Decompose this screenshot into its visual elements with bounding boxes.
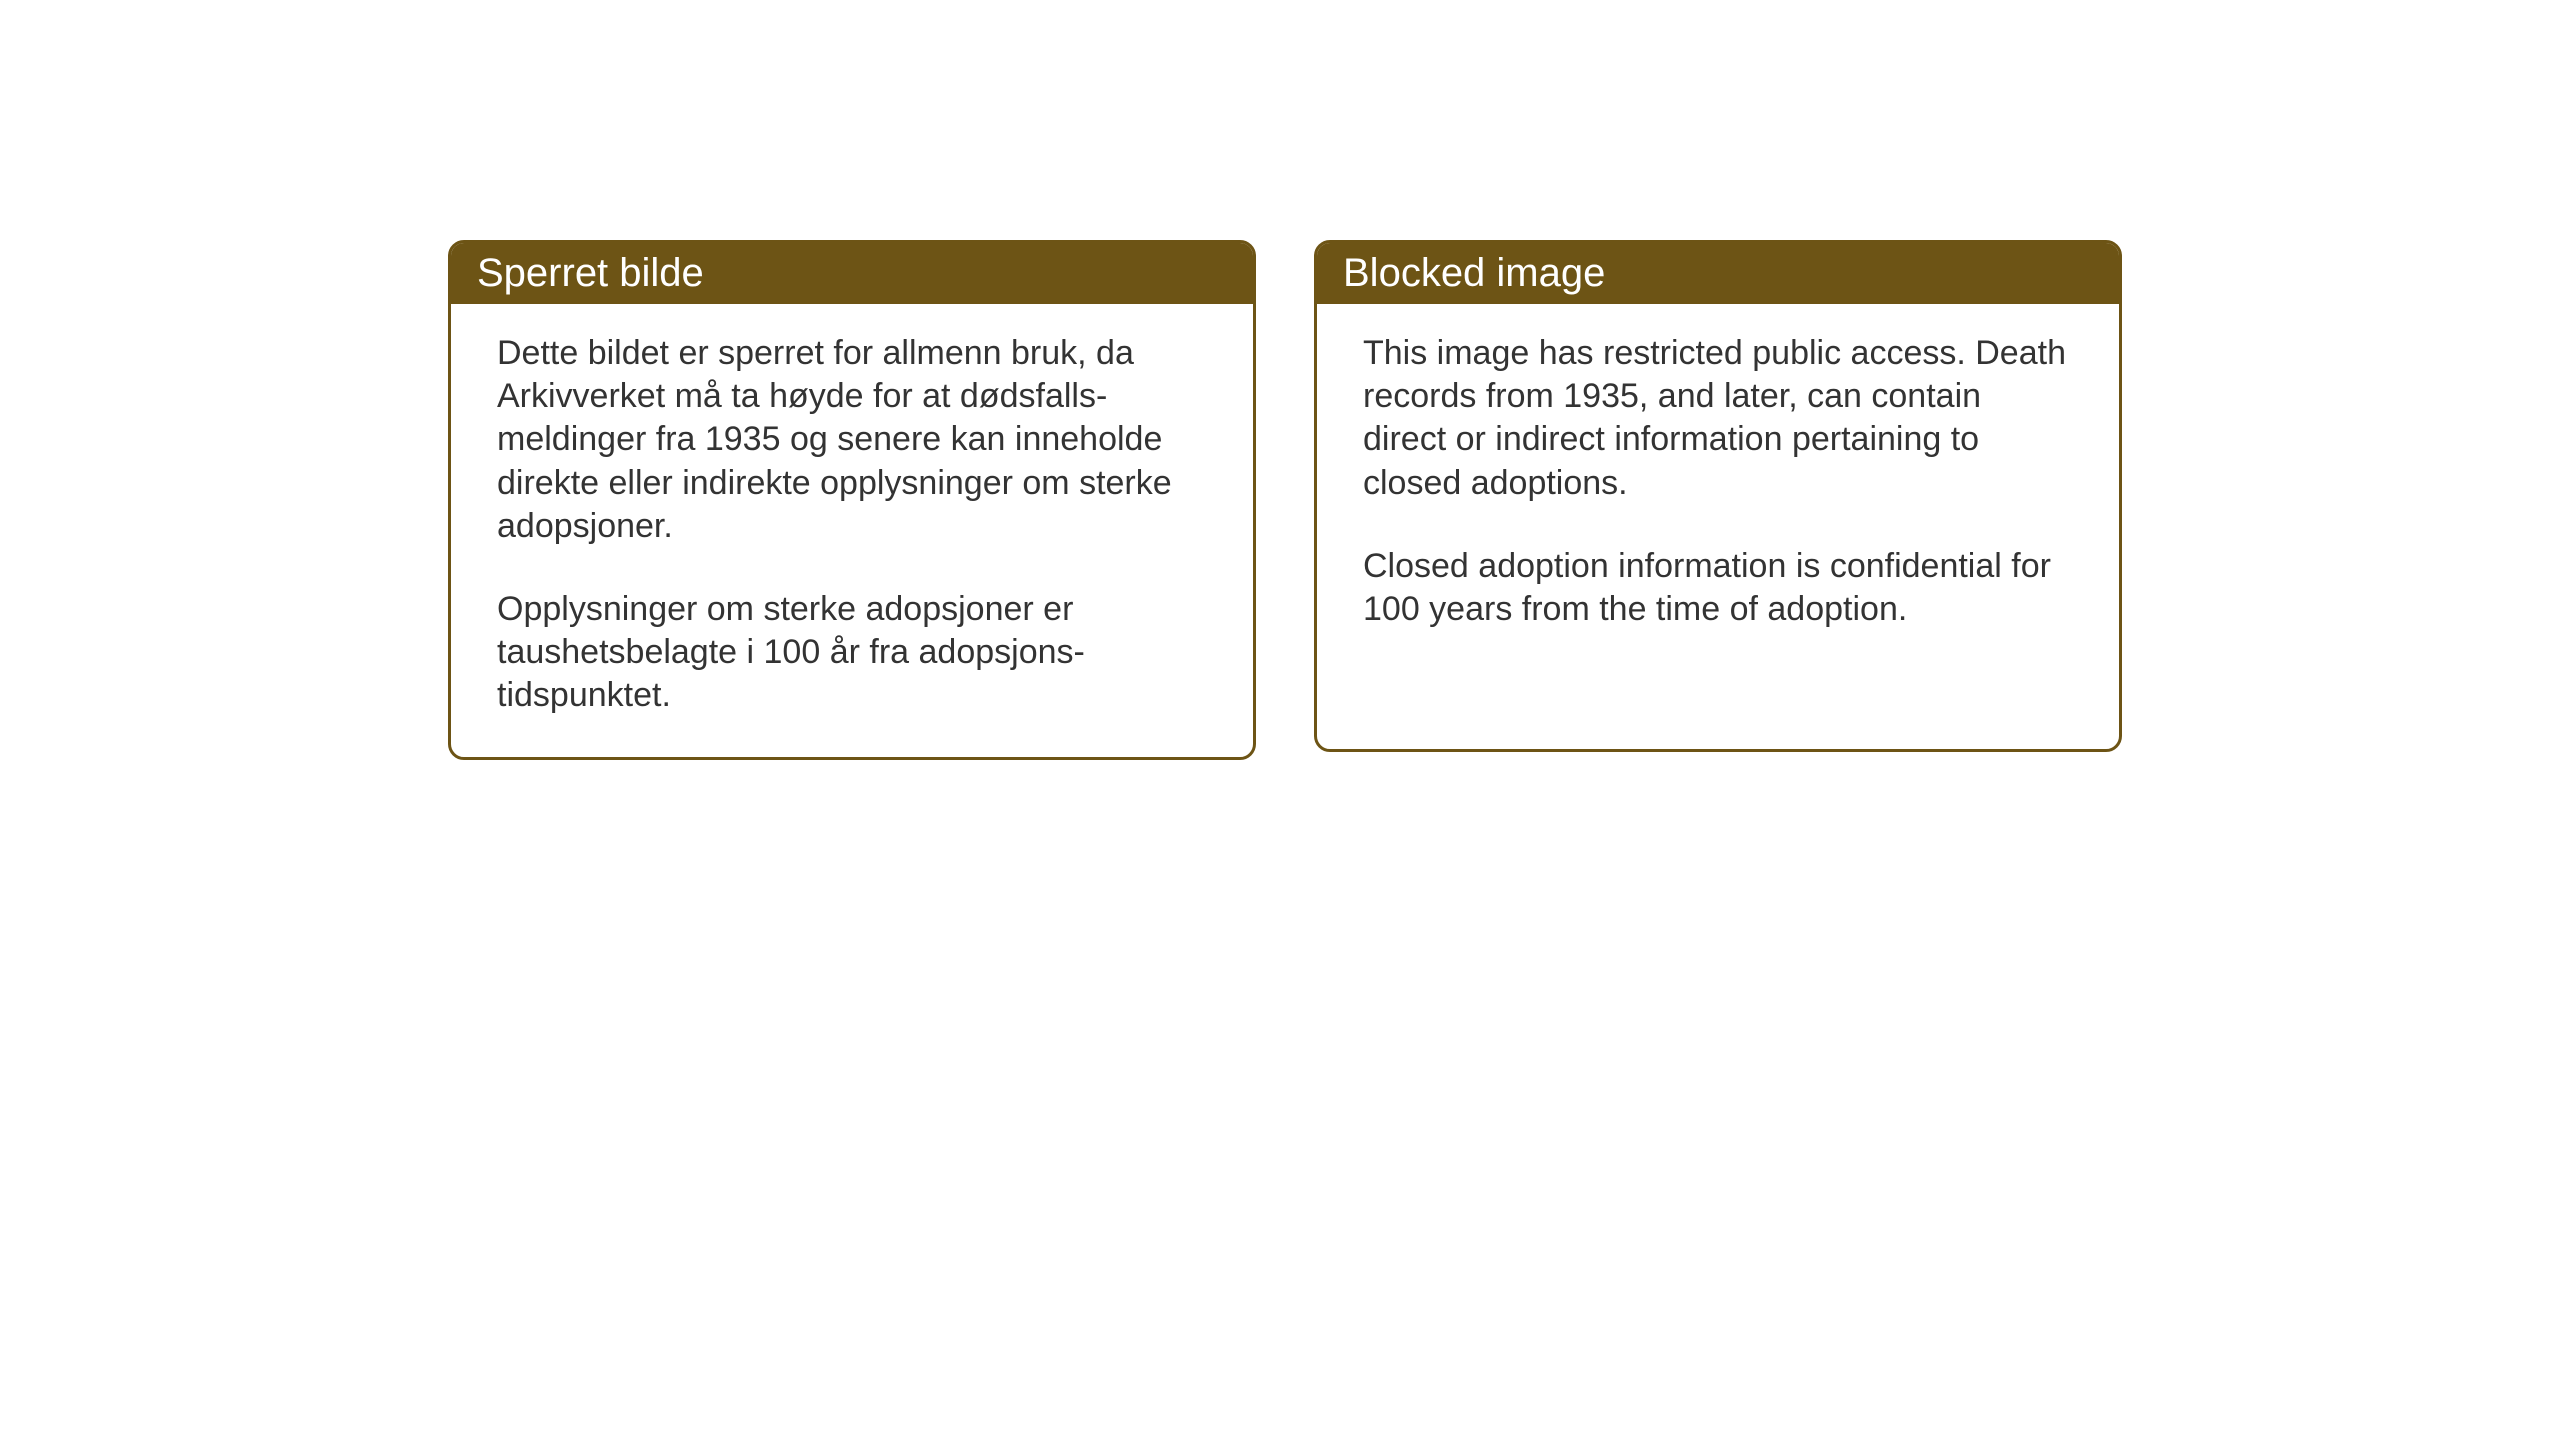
notice-header-english: Blocked image [1317, 243, 2119, 304]
notice-box-norwegian: Sperret bilde Dette bildet er sperret fo… [448, 240, 1256, 760]
notice-paragraph-2-norwegian: Opplysninger om sterke adopsjoner er tau… [497, 588, 1207, 718]
notice-container: Sperret bilde Dette bildet er sperret fo… [448, 240, 2122, 760]
notice-box-english: Blocked image This image has restricted … [1314, 240, 2122, 752]
notice-body-english: This image has restricted public access.… [1317, 304, 2119, 671]
notice-header-norwegian: Sperret bilde [451, 243, 1253, 304]
notice-paragraph-1-norwegian: Dette bildet er sperret for allmenn bruk… [497, 332, 1207, 548]
notice-paragraph-2-english: Closed adoption information is confident… [1363, 545, 2073, 631]
notice-paragraph-1-english: This image has restricted public access.… [1363, 332, 2073, 505]
notice-body-norwegian: Dette bildet er sperret for allmenn bruk… [451, 304, 1253, 757]
